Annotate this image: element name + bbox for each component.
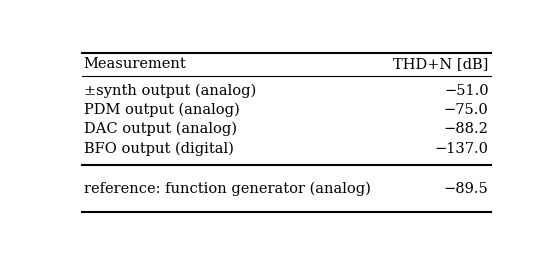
Text: PDM output (analog): PDM output (analog): [84, 103, 239, 117]
Text: −89.5: −89.5: [444, 182, 488, 196]
Text: DAC output (analog): DAC output (analog): [84, 122, 236, 136]
Text: ±synth output (analog): ±synth output (analog): [84, 83, 256, 98]
Text: reference: function generator (analog): reference: function generator (analog): [84, 182, 371, 196]
Text: THD+N [dB]: THD+N [dB]: [393, 57, 488, 71]
Text: −51.0: −51.0: [444, 84, 488, 98]
Text: −88.2: −88.2: [444, 122, 488, 136]
Text: BFO output (digital): BFO output (digital): [84, 141, 234, 156]
Text: −75.0: −75.0: [444, 103, 488, 117]
Text: Measurement: Measurement: [84, 57, 186, 71]
Text: −137.0: −137.0: [434, 142, 488, 155]
